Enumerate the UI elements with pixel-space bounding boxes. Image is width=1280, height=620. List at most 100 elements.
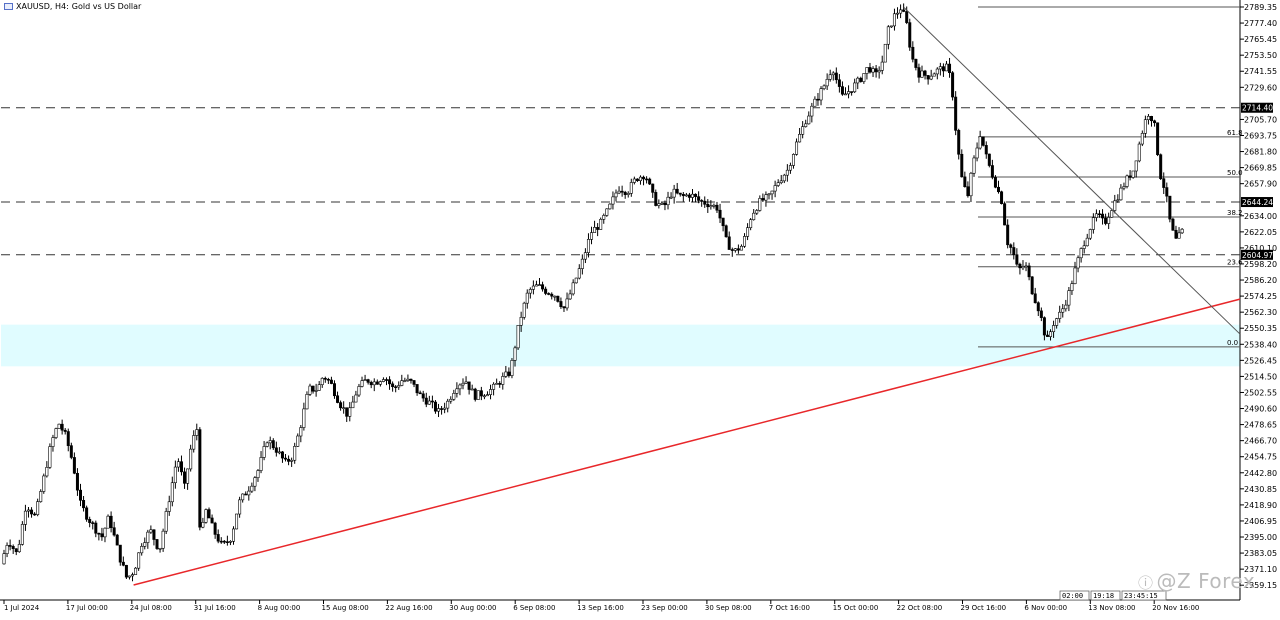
candle-body: [397, 385, 401, 388]
candle-body: [1003, 203, 1007, 226]
candle-body: [384, 379, 388, 381]
candle-body: [929, 75, 933, 80]
candle-body: [57, 423, 61, 429]
candle-body: [837, 79, 841, 87]
candle-body: [17, 544, 21, 553]
candle-body: [501, 376, 505, 385]
candle-body: [427, 400, 431, 405]
candle-body: [865, 67, 869, 74]
y-tick-label: 2610.10: [1244, 244, 1277, 253]
candle-body: [381, 379, 385, 382]
y-tick-label: 2526.45: [1244, 356, 1277, 365]
candle-body: [412, 380, 416, 385]
y-tick-label: 2705.70: [1244, 115, 1277, 124]
candle-body: [537, 284, 541, 286]
candle-body: [1045, 334, 1049, 337]
candle-body: [669, 196, 673, 199]
x-tick-label: 6 Nov 00:00: [1024, 604, 1067, 612]
y-tick-label: 2442.80: [1244, 469, 1277, 478]
candle-body: [905, 11, 909, 23]
candle-body: [479, 390, 483, 397]
candle-body: [825, 79, 829, 87]
candle-body: [834, 72, 838, 81]
candle-body: [152, 529, 156, 540]
candle-body: [923, 70, 927, 76]
candle-body: [743, 236, 747, 247]
candle-body: [565, 298, 569, 309]
candle-body: [103, 527, 107, 538]
x-tick-label: 30 Aug 00:00: [449, 604, 496, 612]
candle-body: [170, 482, 174, 503]
candle-body: [418, 392, 422, 395]
candle-body: [993, 177, 997, 188]
x-tick-label: 8 Aug 00:00: [258, 604, 301, 612]
candle-body: [443, 407, 447, 410]
fib-level-label: 0.0: [1227, 339, 1238, 347]
candle-body: [228, 541, 232, 543]
candle-body: [1171, 218, 1175, 231]
candle-body: [871, 68, 875, 73]
y-tick-label: 2693.75: [1244, 131, 1277, 140]
candle-body: [654, 192, 658, 206]
candle-body: [963, 176, 967, 188]
candle-body: [63, 429, 67, 432]
y-tick-label: 2490.60: [1244, 405, 1277, 414]
price-level-tag: [1241, 102, 1273, 113]
x-tick-label: 31 Jul 16:00: [194, 604, 236, 612]
y-tick-label: 2598.20: [1244, 260, 1277, 269]
candle-body: [807, 115, 811, 125]
x-tick-label: 6 Sep 08:00: [513, 604, 555, 612]
candle-body: [951, 72, 955, 98]
account-glyph-icon: ⓘ: [1138, 574, 1154, 592]
candle-body: [173, 466, 177, 484]
candle-body: [718, 209, 722, 219]
candle-body: [544, 288, 548, 294]
y-tick-label: 2466.70: [1244, 437, 1277, 446]
candle-body: [602, 215, 606, 220]
candle-body: [635, 178, 639, 182]
candle-body: [20, 524, 24, 545]
candle-body: [586, 239, 590, 253]
candle-body: [648, 178, 652, 185]
countdown-label: 19:18: [1093, 592, 1114, 600]
candle-body: [510, 360, 514, 376]
candle-body: [388, 379, 392, 385]
candle-body: [678, 192, 682, 195]
candle-body: [690, 193, 694, 198]
candle-body: [666, 196, 670, 206]
candle-body: [788, 165, 792, 171]
candle-body: [100, 533, 104, 538]
candle-body: [433, 401, 437, 412]
fib-level-label: 50.0: [1227, 169, 1243, 177]
x-tick-label: 24 Jul 08:00: [130, 604, 172, 612]
price-level-tag: [1241, 197, 1273, 208]
candle-body: [764, 194, 768, 201]
candle-body: [277, 451, 281, 454]
candle-body: [167, 501, 171, 512]
candle-body: [207, 509, 211, 519]
candle-body: [785, 169, 789, 176]
candle-body: [914, 58, 918, 68]
candle-body: [461, 382, 465, 386]
x-tick-label: 29 Oct 16:00: [961, 604, 1007, 612]
candle-body: [550, 293, 554, 297]
candle-body: [262, 446, 266, 458]
candle-body: [801, 126, 805, 135]
y-tick-label: 2789.35: [1244, 3, 1277, 12]
candle-body: [531, 285, 535, 290]
candle-body: [889, 25, 893, 28]
candle-body: [562, 306, 566, 309]
y-tick-label: 2729.60: [1244, 83, 1277, 92]
candle-body: [357, 386, 361, 396]
y-tick-label: 2371.10: [1244, 565, 1277, 574]
candle-body: [1180, 228, 1184, 234]
candle-body: [755, 210, 759, 214]
candle-body: [1168, 195, 1172, 220]
candle-body: [464, 381, 468, 384]
candle-body: [446, 400, 450, 409]
candle-body: [244, 493, 248, 496]
candle-body: [694, 193, 698, 197]
candle-body: [33, 513, 37, 516]
candle-body: [638, 176, 642, 182]
candle-body: [1165, 187, 1169, 197]
